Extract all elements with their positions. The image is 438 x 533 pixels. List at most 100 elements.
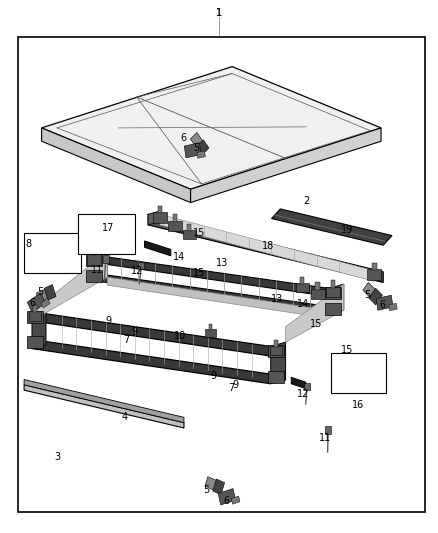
Text: 6: 6: [224, 496, 230, 506]
Bar: [78, 214, 135, 254]
Bar: [18, 37, 425, 512]
Polygon shape: [304, 383, 310, 390]
Polygon shape: [231, 496, 240, 504]
Polygon shape: [153, 212, 167, 223]
Polygon shape: [183, 230, 195, 239]
Polygon shape: [92, 248, 96, 255]
Text: 19: 19: [341, 225, 353, 235]
Polygon shape: [195, 140, 209, 156]
Text: 5: 5: [193, 143, 199, 153]
Polygon shape: [337, 366, 348, 379]
Polygon shape: [272, 209, 392, 245]
Text: 9: 9: [106, 316, 112, 326]
Polygon shape: [93, 229, 106, 245]
Polygon shape: [41, 298, 50, 308]
Text: 6: 6: [180, 133, 186, 142]
Polygon shape: [208, 324, 212, 330]
Polygon shape: [367, 269, 381, 280]
Text: 15: 15: [193, 268, 205, 278]
Polygon shape: [315, 282, 320, 290]
Text: 13: 13: [216, 259, 228, 268]
Polygon shape: [191, 128, 381, 203]
Text: 2: 2: [304, 197, 310, 206]
Polygon shape: [325, 303, 341, 315]
Polygon shape: [376, 295, 393, 310]
Polygon shape: [160, 214, 374, 281]
Polygon shape: [296, 283, 308, 293]
Polygon shape: [24, 385, 184, 428]
Text: 12: 12: [131, 266, 143, 276]
Polygon shape: [33, 244, 44, 257]
Polygon shape: [328, 284, 344, 314]
Text: 7: 7: [123, 335, 129, 345]
Text: 6: 6: [379, 301, 385, 310]
Polygon shape: [274, 340, 278, 347]
Polygon shape: [32, 340, 271, 384]
Polygon shape: [93, 230, 117, 252]
Polygon shape: [107, 277, 328, 318]
Bar: [24, 233, 81, 273]
Polygon shape: [311, 289, 325, 300]
Polygon shape: [32, 312, 271, 356]
Polygon shape: [325, 426, 331, 434]
Text: 1: 1: [216, 9, 222, 18]
Text: 11: 11: [91, 265, 103, 274]
Polygon shape: [42, 128, 191, 203]
Text: 9: 9: [210, 372, 216, 381]
Polygon shape: [268, 345, 284, 357]
Polygon shape: [87, 254, 101, 265]
Polygon shape: [300, 277, 304, 284]
Polygon shape: [191, 133, 202, 147]
Text: 9: 9: [131, 327, 138, 337]
Polygon shape: [27, 336, 43, 348]
Polygon shape: [270, 346, 282, 356]
Text: 5: 5: [38, 287, 44, 297]
Polygon shape: [158, 206, 162, 213]
Text: 3: 3: [54, 453, 60, 462]
Polygon shape: [331, 280, 335, 288]
Polygon shape: [27, 293, 46, 312]
Polygon shape: [268, 371, 284, 383]
Text: 18: 18: [262, 241, 274, 251]
Polygon shape: [42, 67, 381, 189]
Polygon shape: [86, 270, 102, 282]
Polygon shape: [184, 143, 201, 158]
Text: 15: 15: [310, 319, 322, 328]
Polygon shape: [389, 303, 397, 311]
Polygon shape: [92, 273, 328, 314]
Polygon shape: [29, 311, 41, 321]
Bar: [331, 353, 386, 393]
Polygon shape: [326, 287, 340, 297]
Text: 14: 14: [297, 299, 309, 309]
Text: 11: 11: [319, 433, 332, 443]
Text: 7: 7: [228, 383, 234, 393]
Text: 5: 5: [364, 290, 370, 300]
Text: 12: 12: [297, 390, 309, 399]
Polygon shape: [92, 252, 107, 280]
Polygon shape: [286, 284, 344, 342]
Text: 13: 13: [271, 294, 283, 304]
Polygon shape: [369, 288, 382, 305]
Polygon shape: [24, 379, 184, 423]
Polygon shape: [372, 263, 377, 270]
Polygon shape: [363, 282, 375, 297]
Text: 9: 9: [232, 381, 238, 390]
Polygon shape: [32, 252, 107, 321]
Polygon shape: [205, 329, 216, 337]
Text: 6: 6: [29, 298, 35, 308]
Text: 16: 16: [352, 400, 364, 410]
Text: 17: 17: [102, 223, 115, 233]
Polygon shape: [345, 369, 357, 384]
Polygon shape: [111, 240, 123, 251]
Polygon shape: [138, 262, 144, 269]
Text: 5: 5: [204, 486, 210, 495]
Text: 10: 10: [174, 331, 187, 341]
Polygon shape: [213, 479, 225, 495]
Polygon shape: [148, 211, 160, 225]
Polygon shape: [344, 370, 366, 392]
Text: 1: 1: [216, 9, 222, 18]
Polygon shape: [102, 255, 109, 263]
Polygon shape: [205, 477, 216, 490]
Polygon shape: [197, 151, 205, 158]
Polygon shape: [32, 308, 46, 349]
